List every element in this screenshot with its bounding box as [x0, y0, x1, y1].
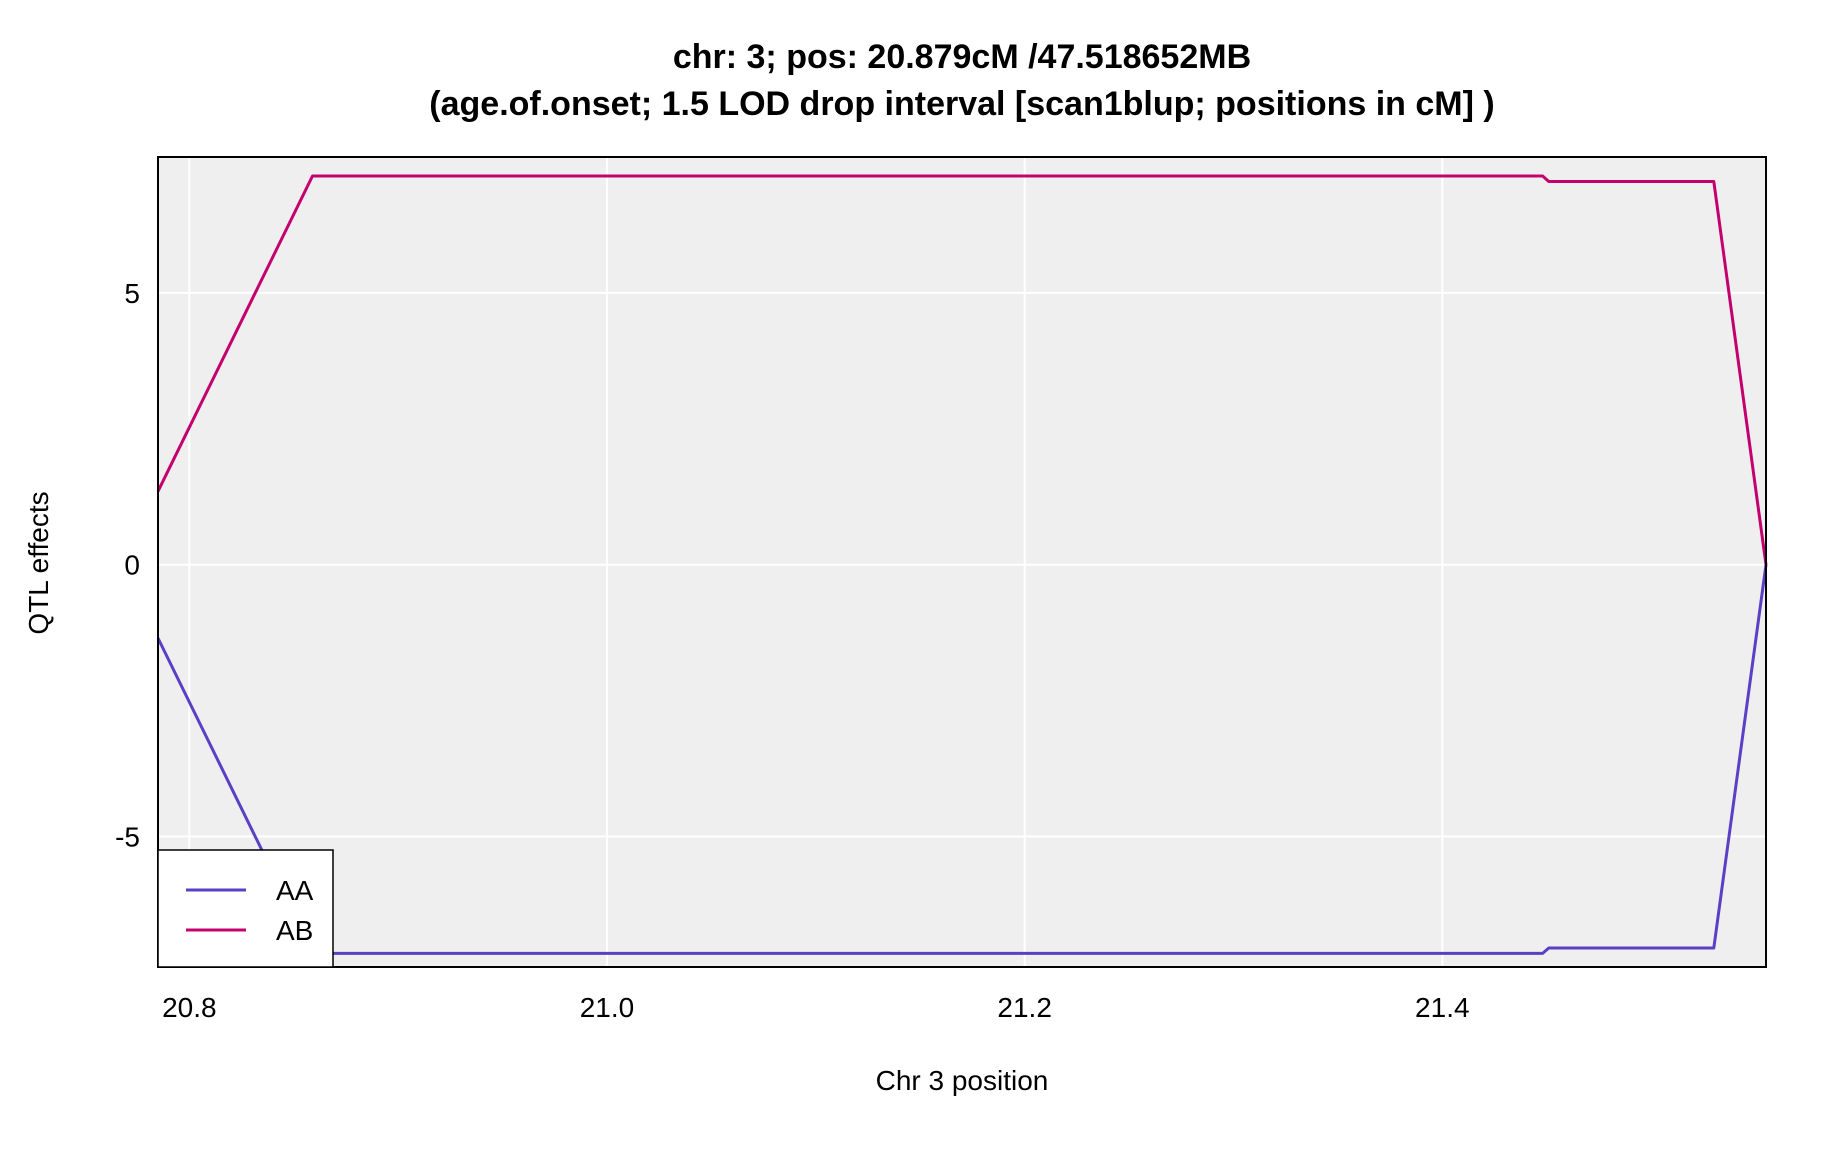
y-axis-title: QTL effects [23, 491, 54, 634]
x-axis-ticks: 20.8 21.0 21.2 21.4 [162, 992, 1469, 1023]
x-tick-label-0: 20.8 [162, 992, 217, 1023]
grid-lines [158, 157, 1766, 967]
legend: AA AB [157, 849, 334, 968]
legend-box [157, 849, 334, 968]
y-tick-label-2: 5 [124, 278, 140, 309]
chart-title: chr: 3; pos: 20.879cM /47.518652MB [673, 38, 1251, 76]
plot-background [158, 157, 1766, 967]
x-tick-label-2: 21.2 [997, 992, 1052, 1023]
legend-label-ab: AB [276, 915, 313, 946]
y-axis-ticks: -5 0 5 [115, 278, 140, 853]
chart-subtitle: (age.of.onset; 1.5 LOD drop interval [sc… [429, 85, 1494, 123]
y-tick-label-0: -5 [115, 822, 140, 853]
legend-label-aa: AA [276, 875, 314, 906]
plot-frame [157, 156, 1767, 968]
x-axis-title: Chr 3 position [876, 1065, 1049, 1096]
series-line-ab [156, 174, 1768, 565]
y-tick-label-1: 0 [124, 550, 140, 581]
x-tick-label-1: 21.0 [580, 992, 635, 1023]
x-tick-label-3: 21.4 [1415, 992, 1470, 1023]
